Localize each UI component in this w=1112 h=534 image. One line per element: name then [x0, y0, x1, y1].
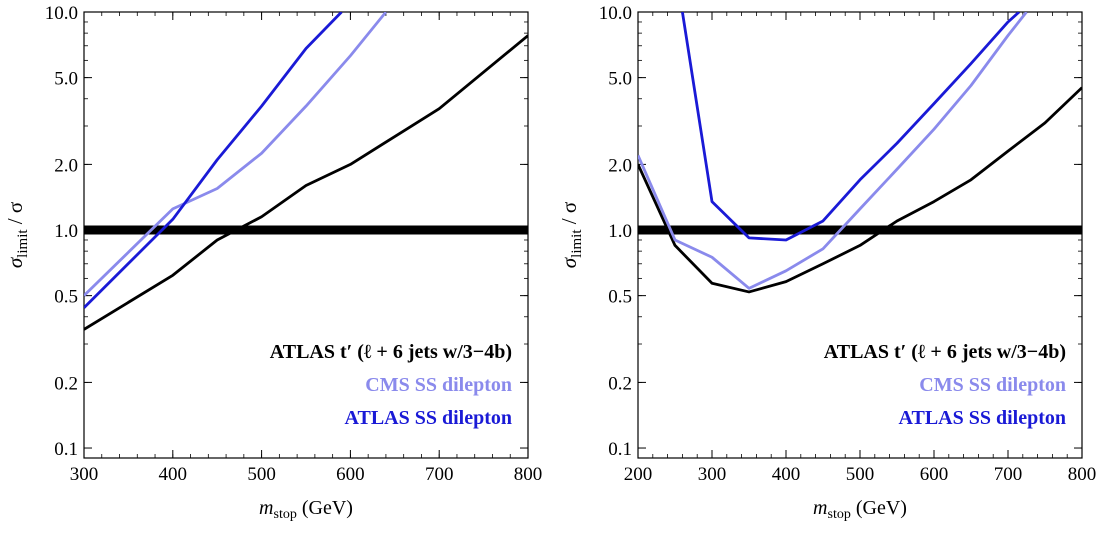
left-panel: 300 400 500 600 700 800 0.1 0.2 0.5 1.0 2.0 5.0 10.0… — [3, 3, 542, 522]
series-line-1 — [638, 12, 1028, 290]
y-tick-label: 10.0 — [599, 3, 632, 24]
x-tick-label: 500 — [846, 464, 875, 485]
right-panel: 200 300 400 500 600 700 800 0.1 0.2 0.5 1.0 2.0 5.0 1… — [557, 3, 1096, 522]
y-tick-label: 1.0 — [608, 221, 632, 242]
y-tick-label: 0.1 — [54, 439, 78, 460]
y-tick-label: 0.5 — [608, 287, 632, 308]
y-tick-label: 0.2 — [608, 373, 632, 394]
legend-entry: CMS SS dilepton — [919, 374, 1066, 396]
y-tick-label: 2.0 — [608, 155, 632, 176]
legend-entry: ATLAS t′ (ℓ + 6 jets w/3−4b) — [270, 341, 512, 363]
plot-frame — [83, 11, 529, 459]
x-tick-label: 300 — [698, 464, 727, 485]
x-tick-label: 700 — [994, 464, 1023, 485]
x-tick-label: 400 — [772, 464, 801, 485]
y-tick-label: 2.0 — [54, 155, 78, 176]
series-line-2 — [84, 12, 343, 309]
legend-entry: CMS SS dilepton — [365, 374, 512, 396]
x-tick-label: 400 — [159, 464, 188, 485]
y-tick-label: 1.0 — [54, 221, 78, 242]
x-tick-label: 800 — [1068, 464, 1097, 485]
series-line-0 — [638, 86, 1082, 294]
legend-entry: ATLAS SS dilepton — [899, 407, 1066, 429]
y-tick-label: 10.0 — [45, 3, 78, 24]
x-tick-label: 700 — [425, 464, 454, 485]
x-tick-label: 300 — [70, 464, 99, 485]
y-tick-label: 5.0 — [54, 69, 78, 90]
x-tick-label: 600 — [336, 464, 365, 485]
y-tick-label: 0.1 — [608, 439, 632, 460]
series-line-0 — [84, 34, 528, 331]
y-tick-label: 0.5 — [54, 287, 78, 308]
x-axis-label: mstop (GeV) — [813, 497, 907, 522]
y-tick-label: 0.2 — [54, 373, 78, 394]
x-tick-label: 500 — [247, 464, 276, 485]
series-group — [84, 12, 528, 331]
x-tick-label: 800 — [514, 464, 543, 485]
legend-entry: ATLAS SS dilepton — [345, 407, 512, 429]
x-axis-label: mstop (GeV) — [259, 497, 353, 522]
series-line-1 — [84, 12, 388, 297]
y-axis-label: σlimit / σ — [557, 202, 585, 268]
x-tick-label: 600 — [920, 464, 949, 485]
series-line-2 — [681, 12, 1021, 242]
y-tick-label: 5.0 — [608, 69, 632, 90]
legend-entry: ATLAS t′ (ℓ + 6 jets w/3−4b) — [824, 341, 1066, 363]
x-tick-label: 200 — [624, 464, 653, 485]
series-group — [638, 12, 1082, 294]
y-axis-label: σlimit / σ — [3, 202, 31, 268]
